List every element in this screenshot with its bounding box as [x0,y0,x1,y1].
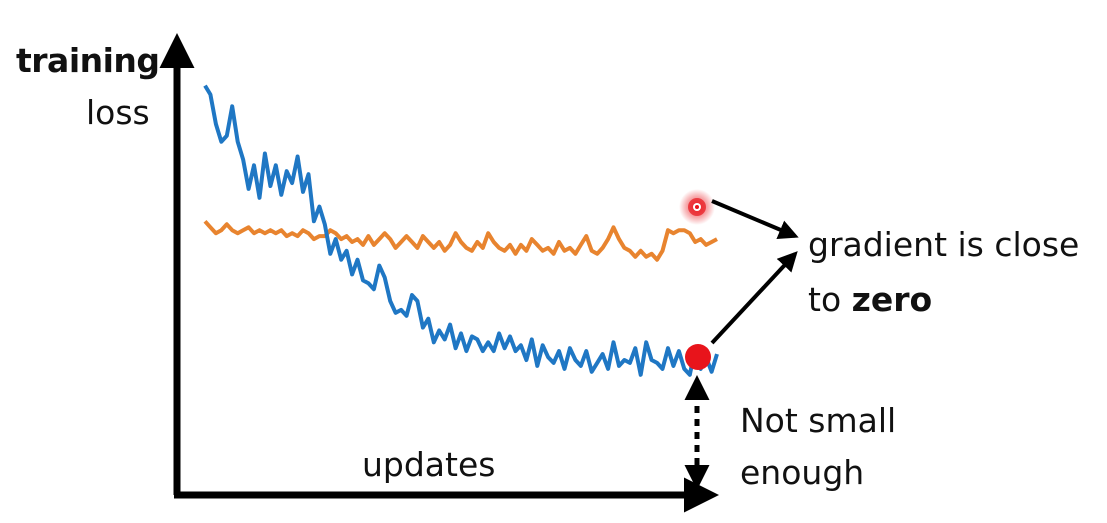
gap-annotation-line1: Not small [740,401,897,440]
blue-loss-curve [203,84,719,377]
y-axis-label-bold: training [16,41,160,80]
arrow-blue-to-gradient [710,251,798,345]
gradient-annotation-line2: to zero [808,283,932,316]
blue-endpoint-marker [685,344,711,370]
y-axis-label: loss [86,93,150,132]
gap-annotation-line2: enough [740,453,865,492]
gradient-annotation-bold: zero [851,280,933,319]
gradient-annotation-prefix: to [808,280,842,319]
orange-loss-curve [203,219,718,262]
arrow-orange-to-gradient [711,199,799,239]
orange-endpoint-dot [695,205,699,209]
gradient-annotation-line1: gradient is close [808,225,1080,264]
x-axis-label: updates [362,445,496,484]
